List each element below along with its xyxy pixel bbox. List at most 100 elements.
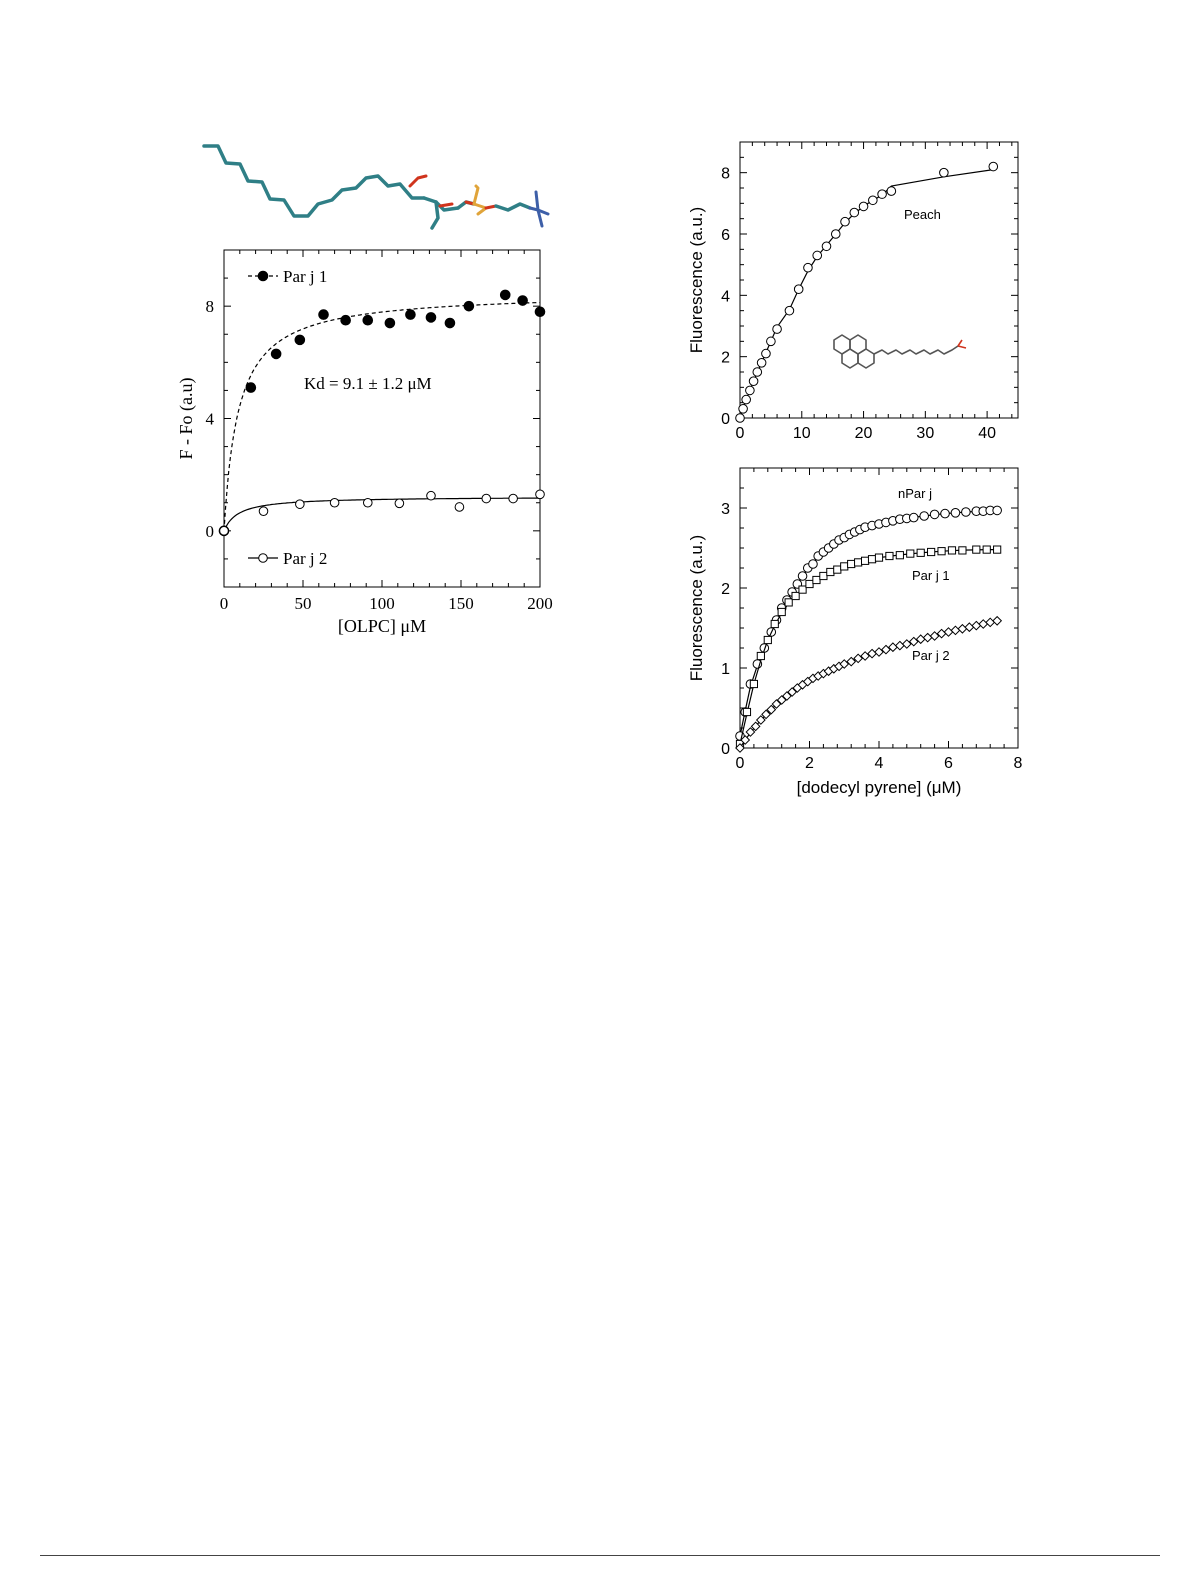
data-point-par-j-2	[950, 625, 961, 636]
y-tick-label: 4	[206, 410, 215, 429]
y-tick-label: 4	[721, 288, 730, 305]
y-tick-label: 8	[206, 297, 215, 316]
x-tick-label: 40	[978, 425, 996, 442]
data-point-peach	[849, 207, 860, 218]
y-tick-label: 1	[721, 661, 730, 678]
data-point-par-j-1	[861, 556, 870, 565]
data-point-peach	[745, 385, 755, 396]
data-point-par-j-2	[766, 704, 777, 715]
data-point-par-j-2	[839, 659, 850, 669]
data-point-par-j-1	[993, 545, 1002, 554]
data-point-par-j-1	[819, 571, 828, 581]
data-point-par-j-2	[964, 622, 975, 633]
data-point-peach	[735, 413, 745, 423]
data-point-par-j-2	[394, 498, 405, 509]
kd-annotation-text: Kd = 9.1 ± 1.2 μM	[304, 374, 432, 393]
dodecyl-pyrene-molecule-image	[833, 334, 967, 369]
data-point-peach	[772, 324, 782, 334]
data-point-par-j-1	[916, 548, 925, 557]
data-point-npar-j	[940, 508, 950, 519]
data-point-npar-j	[908, 512, 919, 523]
data-point-par-j-2	[943, 627, 954, 637]
data-point-par-j-1	[742, 707, 752, 717]
data-point-par-j-1	[833, 565, 842, 574]
x-tick-label: 100	[369, 594, 395, 613]
data-point-par-j-1	[798, 585, 807, 594]
data-point-par-j-1	[885, 551, 894, 561]
data-point-par-j-2	[426, 490, 436, 501]
data-point-par-j-1	[294, 334, 306, 346]
data-point-par-j-1	[405, 309, 416, 320]
data-point-par-j-1	[906, 549, 915, 558]
series-label-par-j-1: Par j 1	[912, 568, 950, 583]
x-tick-label: 4	[875, 755, 884, 772]
x-tick-label: 0	[736, 755, 745, 772]
plot-frame	[739, 141, 1019, 419]
data-point-peach	[939, 167, 949, 178]
chart-peach-fluorescence: 0 10 20 30 40 0 2 4 6 8 Fluorescence (a.u.) Peach	[687, 141, 1019, 442]
data-point-par-j-1	[784, 598, 793, 607]
data-point-peach	[784, 305, 795, 316]
data-point-par-j-1	[805, 579, 814, 589]
data-point-par-j-1	[384, 317, 396, 329]
data-point-par-j-1	[770, 619, 779, 629]
data-point-par-j-2	[782, 691, 792, 701]
data-point-peach	[803, 262, 813, 273]
data-point-par-j-2	[481, 493, 492, 504]
data-point-par-j-2	[787, 687, 798, 697]
x-tick-label: 200	[527, 594, 553, 613]
data-point-par-j-2	[957, 623, 968, 634]
y-tick-label: 0	[721, 741, 730, 758]
data-point-par-j-1	[534, 306, 546, 318]
data-point-par-j-1	[270, 348, 282, 360]
data-point-par-j-2	[985, 617, 996, 628]
data-point-peach	[752, 367, 763, 377]
data-point-par-j-1	[777, 607, 786, 617]
data-point-peach	[766, 336, 776, 347]
y-tick-label: 3	[721, 501, 730, 518]
data-point-par-j-2	[929, 631, 940, 641]
x-tick-label: 20	[855, 425, 873, 442]
fit-curve-par-j-1	[223, 301, 541, 531]
data-point-par-j-2	[362, 497, 373, 508]
page-bottom-rule	[40, 1555, 1160, 1556]
data-point-par-j-1	[791, 591, 800, 601]
data-point-par-j-1	[812, 575, 821, 585]
x-tick-label: 2	[805, 755, 814, 772]
fit-curve-par-j-2	[739, 621, 998, 749]
data-point-par-j-2	[735, 743, 745, 753]
data-point-par-j-1	[840, 562, 849, 571]
data-point-par-j-1	[972, 545, 981, 554]
data-point-par-j-1	[874, 553, 884, 562]
data-point-par-j-2	[329, 497, 340, 508]
data-point-par-j-1	[826, 567, 835, 577]
data-point-par-j-2	[776, 695, 787, 705]
x-tick-label: 6	[944, 755, 953, 772]
data-point-par-j-2	[745, 727, 756, 737]
data-point-peach	[877, 189, 887, 199]
data-point-par-j-1	[749, 679, 758, 689]
data-point-par-j-2	[922, 632, 933, 643]
data-point-par-j-2	[908, 636, 919, 647]
data-point-npar-j	[961, 507, 971, 517]
data-point-peach	[756, 358, 767, 368]
data-point-par-j-1	[958, 546, 967, 555]
data-point-peach	[821, 241, 832, 252]
data-point-par-j-2	[750, 721, 761, 732]
series-label-npar-j: nPar j	[898, 486, 932, 501]
data-point-peach	[886, 186, 897, 196]
data-point-par-j-2	[853, 653, 864, 664]
data-point-par-j-2	[740, 735, 751, 745]
x-tick-label: 10	[793, 425, 811, 442]
x-tick-label: 0	[736, 425, 745, 442]
data-point-par-j-2	[535, 489, 545, 500]
data-point-par-j-2	[295, 499, 305, 509]
data-point-par-j-2	[508, 493, 518, 504]
series-label-peach: Peach	[904, 207, 941, 222]
data-point-par-j-1	[340, 314, 351, 326]
data-point-par-j-2	[761, 709, 771, 720]
data-point-par-j-1	[245, 382, 257, 393]
series-label-par-j-2: Par j 2	[912, 648, 950, 663]
x-tick-label: 30	[916, 425, 934, 442]
